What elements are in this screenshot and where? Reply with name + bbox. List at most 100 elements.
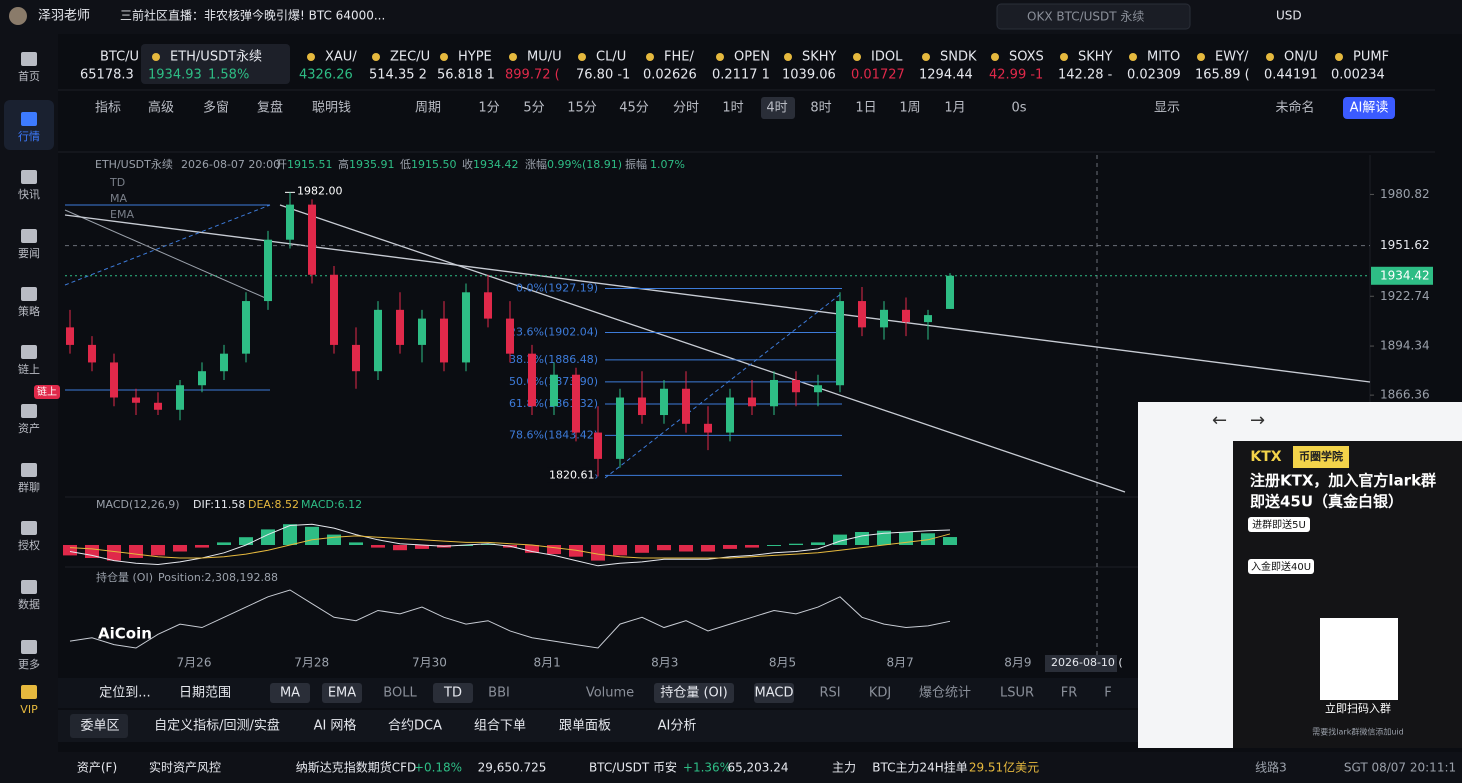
macd-bar	[569, 545, 583, 557]
ticker-name[interactable]: SKHY	[802, 50, 837, 65]
sidebar-item[interactable]: 更多	[18, 657, 40, 671]
ticker-active[interactable]	[141, 44, 290, 84]
toolbar-item[interactable]: 15分	[567, 101, 597, 116]
sidebar-item[interactable]: 要闻	[18, 246, 40, 260]
search-box[interactable]	[996, 3, 1191, 30]
toolbar-item[interactable]: 0s	[1011, 101, 1026, 116]
forward-icon[interactable]: →	[1250, 410, 1265, 431]
toolbar-item[interactable]: 多窗	[203, 100, 229, 116]
ticker-price: 76.80 -1	[576, 68, 630, 83]
indicator-item[interactable]: F	[1104, 686, 1111, 701]
ticker-name[interactable]: SKHY	[1078, 50, 1113, 65]
toolbar-item[interactable]: 1月	[944, 101, 965, 116]
candle-body	[264, 239, 272, 302]
tab[interactable]: 跟单面板	[559, 719, 611, 734]
macd-label: MACD:6.12	[301, 498, 362, 511]
ticker-name[interactable]: HYPE	[458, 50, 492, 65]
ai-button[interactable]	[1343, 97, 1395, 119]
toolbar-item[interactable]: AI解读	[1350, 101, 1389, 116]
back-icon[interactable]: ←	[1212, 410, 1227, 431]
tab-active	[70, 714, 128, 738]
tab[interactable]: 自定义指标/回测/实盘	[154, 718, 280, 734]
ticker-name[interactable]: XAU/	[325, 50, 357, 65]
ticker-price: 4326.26	[299, 68, 353, 83]
ticker-name[interactable]: SNDK	[940, 50, 977, 65]
tab[interactable]: 委单区	[80, 719, 119, 734]
ticker-name[interactable]: BTC/U	[100, 50, 139, 65]
toolbar-item[interactable]: 8时	[810, 101, 831, 116]
sidebar-item[interactable]: 群聊	[18, 480, 40, 494]
toolbar-item[interactable]: 未命名	[1275, 100, 1314, 116]
toolbar-item[interactable]: 分时	[673, 101, 699, 116]
last-price-tag	[1371, 266, 1433, 285]
indicator-item[interactable]: EMA	[328, 686, 356, 701]
ticker-price: 1294.44	[919, 68, 973, 83]
toolbar-item[interactable]: 显示	[1154, 101, 1180, 116]
candle-body	[572, 374, 580, 433]
ticker-name[interactable]: EWY/	[1215, 50, 1249, 65]
sidebar-item[interactable]: 策略	[18, 304, 40, 318]
tab[interactable]: AI 网格	[314, 718, 357, 734]
toolbar-item[interactable]: 1分	[478, 101, 499, 116]
sidebar-item[interactable]: VIP	[20, 703, 38, 716]
toolbar-item[interactable]: 1日	[855, 101, 876, 116]
sidebar-item[interactable]: 快讯	[18, 188, 40, 201]
ticker-dot	[922, 53, 930, 61]
candle-body	[682, 388, 690, 424]
ticker-name[interactable]: OPEN	[734, 50, 770, 65]
sidebar-icon	[21, 580, 37, 594]
toolbar-item[interactable]: 1周	[899, 101, 920, 116]
indicator-item[interactable]: MA	[280, 686, 300, 701]
indicator-item[interactable]: TD	[443, 686, 462, 701]
overlay-label[interactable]: MA	[110, 192, 127, 205]
sidebar-item[interactable]: 授权	[18, 538, 40, 552]
ticker-name[interactable]: ZEC/U	[390, 50, 430, 65]
search-text[interactable]: OKX BTC/USDT 永续	[1027, 10, 1144, 24]
toolbar-item[interactable]: 指标	[95, 101, 121, 116]
toolbar-item[interactable]: 高级	[148, 100, 174, 116]
indicator-item[interactable]: Volume	[586, 686, 634, 701]
ticker-name[interactable]: IDOL	[871, 50, 903, 65]
indicator-item[interactable]: KDJ	[869, 686, 891, 701]
indicator-item[interactable]: BBI	[488, 686, 510, 701]
overlay-label[interactable]: TD	[109, 176, 125, 189]
ohlc-info: 2026-08-07 20:00	[181, 158, 280, 171]
indicator-item[interactable]: LSUR	[1000, 686, 1034, 701]
currency[interactable]: USD	[1276, 9, 1302, 23]
ohlc-info: 涨幅	[525, 158, 547, 171]
tab[interactable]: 组合下单	[474, 719, 526, 734]
toolbar-item[interactable]: 4时	[766, 101, 787, 116]
ticker-name[interactable]: FHE/	[664, 50, 694, 65]
oi-line	[69, 589, 951, 649]
sidebar-item[interactable]: 首页	[18, 69, 40, 83]
sidebar-item[interactable]: 数据	[18, 597, 40, 611]
indicator-item[interactable]: 日期范围	[179, 686, 231, 701]
sidebar-item[interactable]: 资产	[18, 421, 40, 435]
sidebar-item[interactable]: 链上	[18, 362, 40, 376]
toolbar-item[interactable]: 5分	[523, 101, 544, 116]
ticker-name[interactable]: ON/U	[1284, 50, 1318, 65]
indicator-item[interactable]: 爆仓统计	[919, 686, 971, 701]
sidebar-item[interactable]: 行情	[18, 130, 40, 143]
indicator-item[interactable]: MACD	[755, 686, 794, 701]
toolbar-item[interactable]: 复盘	[257, 100, 283, 116]
indicator-item[interactable]: FR	[1061, 686, 1078, 701]
toolbar-item[interactable]: 聪明钱	[312, 101, 351, 116]
indicator-item[interactable]: BOLL	[383, 686, 417, 701]
tab[interactable]: 合约DCA	[388, 719, 442, 734]
ticker-name[interactable]: MITO	[1147, 50, 1180, 65]
ticker-name[interactable]: PUMF	[1353, 50, 1389, 65]
indicator-item[interactable]: RSI	[819, 686, 840, 701]
toolbar-item[interactable]: 周期	[415, 101, 441, 116]
toolbar-item[interactable]: 45分	[619, 101, 649, 116]
tab[interactable]: AI分析	[658, 719, 697, 734]
ticker-name[interactable]: ETH/USDT永续	[170, 50, 262, 65]
indicator-item[interactable]: 持仓量 (OI)	[660, 686, 727, 701]
toolbar-item[interactable]: 1时	[722, 101, 743, 116]
candle-body	[440, 318, 448, 363]
ticker-name[interactable]: CL/U	[596, 50, 626, 65]
indicator-item[interactable]: 定位到...	[99, 686, 150, 701]
overlay-label[interactable]: EMA	[110, 208, 134, 221]
ticker-name[interactable]: MU/U	[527, 50, 562, 65]
ticker-name[interactable]: SOXS	[1009, 50, 1044, 65]
